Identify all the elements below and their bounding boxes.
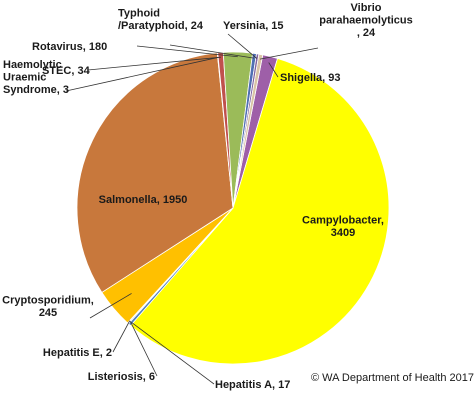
- slice-campylobacter: [129, 57, 390, 365]
- label-line: parahaemolyticus: [319, 15, 413, 27]
- label-haemolytic-uraemic-syndrome: Haemolytic Uraemic Syndrome, 3: [3, 59, 69, 96]
- label-line: Rotavirus, 180: [32, 41, 107, 53]
- label-cryptosporidium: Cryptosporidium, 245: [2, 295, 94, 320]
- label-line: Haemolytic: [3, 59, 62, 71]
- leader-hepatitis-e: [112, 320, 131, 353]
- label-vibrio-parahaemolyticus: Vibrio parahaemolyticus, 24: [319, 2, 413, 39]
- label-line: /Paratyphoid, 24: [118, 20, 204, 32]
- label-stec: STEC, 34: [42, 65, 91, 77]
- label-line: Uraemic: [3, 72, 46, 84]
- slice-vibrio-parahaemolyticus: [232, 53, 264, 209]
- leader-vibrio-parahaemolyticus: [259, 47, 319, 60]
- label-line: Typhoid: [118, 8, 160, 20]
- label-hepatitis-a: Hepatitis A, 17: [215, 379, 290, 391]
- credit-text: © WA Department of Health 2017: [311, 372, 474, 384]
- label-salmonella: Salmonella, 1950: [99, 194, 188, 206]
- leader-hepatitis-a: [131, 322, 215, 385]
- label-line: Salmonella, 1950: [99, 194, 188, 206]
- label-line: STEC, 34: [42, 65, 91, 77]
- label-yersinia: Yersinia, 15: [223, 20, 284, 32]
- label-line: Listeriosis, 6: [88, 371, 155, 383]
- label-line: Cryptosporidium,: [2, 295, 94, 307]
- leader-lines: [65, 33, 319, 385]
- label-line: Hepatitis E, 2: [43, 347, 112, 359]
- leader-listeriosis: [129, 320, 158, 377]
- label-campylobacter: Campylobacter, 3409: [302, 215, 384, 240]
- label-hepatitis-e: Hepatitis E, 2: [43, 347, 112, 359]
- label-typhoid-paratyphoid: Typhoid/Paratyphoid, 24: [118, 8, 204, 33]
- slice-salmonella: [76, 52, 234, 293]
- label-line: Syndrome, 3: [3, 84, 69, 96]
- pie-slices: [76, 51, 390, 365]
- leader-typhoid-paratyphoid: [169, 44, 254, 59]
- leader-cryptosporidium: [89, 293, 132, 319]
- leader-stec: [87, 56, 221, 71]
- label-shigella: Shigella, 93: [280, 72, 341, 84]
- leader-yersinia: [227, 33, 258, 59]
- leader-shigella: [268, 62, 279, 78]
- label-line: Hepatitis A, 17: [215, 379, 290, 391]
- label-rotavirus: Rotavirus, 180: [32, 41, 107, 53]
- label-line: 3409: [331, 227, 355, 239]
- label-line: Campylobacter,: [302, 215, 384, 227]
- label-line: , 24: [357, 27, 376, 39]
- label-listeriosis: Listeriosis, 6: [88, 371, 155, 383]
- leader-rotavirus: [136, 45, 238, 58]
- label-line: Yersinia, 15: [223, 20, 284, 32]
- label-line: Vibrio: [351, 2, 382, 14]
- leader-haemolytic-uraemic-syndrome: [65, 57, 219, 92]
- label-line: 245: [39, 307, 57, 319]
- label-line: Shigella, 93: [280, 72, 341, 84]
- slice-labels: Shigella, 93 Campylobacter, 3409 Hepatitis …: [2, 2, 413, 391]
